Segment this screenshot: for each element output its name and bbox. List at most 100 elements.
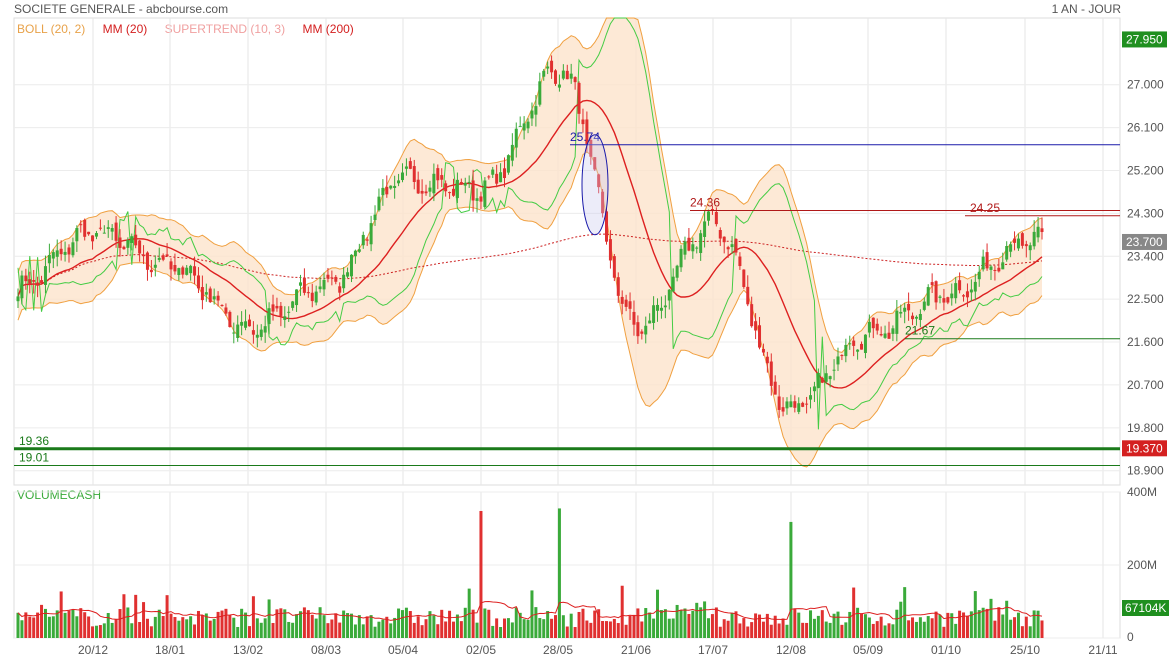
volume-bar	[840, 624, 844, 638]
volume-bar	[385, 616, 389, 638]
volume-bar	[432, 615, 436, 638]
volume-bar	[671, 618, 675, 638]
candle-body	[1016, 238, 1020, 249]
legend-bollinger[interactable]: BOLL (20, 2)	[17, 22, 86, 36]
x-tick-label: 18/01	[155, 643, 185, 657]
volume-bar	[181, 617, 185, 638]
volume-bar	[710, 614, 714, 638]
volume-bar	[1013, 617, 1017, 638]
volume-bar	[24, 612, 28, 638]
candle-body	[781, 407, 785, 412]
volume-bar	[883, 625, 887, 638]
volume-bar	[534, 607, 538, 638]
candle-body	[455, 179, 459, 199]
volume-bar	[973, 591, 977, 638]
candle-body	[228, 311, 232, 327]
candle-body	[361, 234, 365, 246]
x-tick-label: 25/10	[1010, 643, 1040, 657]
y-tick-label: 24.300	[1127, 206, 1164, 220]
candle-body	[502, 168, 506, 179]
volume-bar	[75, 616, 79, 638]
candle-body	[954, 283, 958, 299]
candle-body	[652, 305, 656, 323]
volume-bar	[871, 623, 875, 638]
volume-bar	[416, 616, 420, 638]
volume-bar	[726, 620, 730, 638]
volume-bar	[934, 611, 938, 638]
volume-bar	[1020, 626, 1024, 638]
candle-body	[777, 396, 781, 410]
candle-body	[451, 188, 455, 196]
candle-body	[63, 251, 67, 255]
candle-body	[216, 295, 220, 301]
candle-body	[134, 234, 138, 246]
volume-bar	[400, 610, 404, 638]
candle-body	[432, 173, 436, 194]
candle-body	[550, 60, 554, 73]
x-tick-label: 13/02	[233, 643, 263, 657]
volume-bar	[993, 620, 997, 638]
candle-body	[914, 316, 918, 319]
legend-ma20[interactable]: MM (20)	[102, 22, 148, 36]
volume-bar	[412, 622, 416, 638]
candle-body	[55, 250, 59, 257]
volume-bar	[922, 621, 926, 638]
candle-body	[809, 395, 813, 400]
candle-body	[247, 319, 251, 327]
volume-bar	[1040, 620, 1044, 638]
candle-body	[1020, 233, 1024, 246]
volume-bar	[620, 585, 624, 638]
candle-body	[840, 355, 844, 357]
volume-bar	[326, 623, 330, 638]
candle-body	[279, 305, 283, 316]
volume-bar	[196, 610, 200, 638]
volume-bar	[349, 613, 353, 638]
volume-bar	[656, 589, 660, 638]
candle-body	[255, 334, 259, 338]
volume-bar	[918, 617, 922, 638]
volume-bar	[891, 624, 895, 638]
candle-body	[848, 343, 852, 345]
volume-bar	[648, 612, 652, 638]
candle-body	[495, 173, 499, 184]
y-tick-label: 23.400	[1127, 249, 1164, 263]
candle-body	[244, 321, 248, 328]
volume-bar	[722, 619, 726, 638]
candle-body	[357, 249, 361, 252]
candle-body	[334, 276, 338, 282]
candle-body	[295, 289, 299, 306]
candle-body	[746, 286, 750, 305]
candle-body	[989, 266, 993, 270]
candle-body	[177, 268, 181, 276]
candle-body	[287, 311, 291, 313]
volume-bar	[271, 622, 275, 638]
candle-body	[891, 328, 895, 334]
period-selector[interactable]: 1 AN - JOUR	[1051, 2, 1121, 16]
candle-body	[538, 81, 542, 105]
volume-bar	[247, 626, 251, 638]
candle-body	[1028, 245, 1032, 251]
candle-body	[240, 321, 244, 326]
candle-body	[389, 185, 393, 189]
legend-ma200[interactable]: MM (200)	[302, 22, 354, 36]
volume-bar	[232, 617, 236, 638]
volume-bar	[346, 613, 350, 638]
candle-body	[812, 386, 816, 392]
volume-bar	[997, 607, 1001, 638]
volume-bar	[938, 614, 942, 638]
candle-body	[349, 254, 353, 277]
candle-body	[926, 287, 930, 306]
candle-body	[259, 329, 263, 337]
volume-bar	[118, 609, 122, 638]
candle-body	[467, 181, 471, 183]
candle-body	[573, 77, 577, 83]
legend-supertrend[interactable]: SUPERTREND (10, 3)	[164, 22, 286, 36]
volume-bar	[640, 621, 644, 638]
volume-bar	[149, 626, 153, 638]
volume-bar	[165, 595, 169, 638]
candle-body	[534, 106, 538, 115]
candle-body	[930, 282, 934, 286]
candle-body	[153, 264, 157, 268]
candle-body	[789, 401, 793, 408]
